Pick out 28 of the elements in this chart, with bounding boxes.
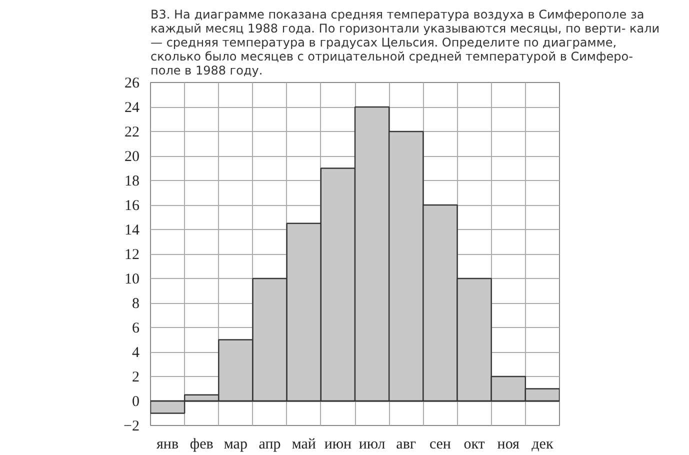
y-tick-label: 16 <box>124 198 140 214</box>
y-tick-label: 26 <box>124 76 140 92</box>
y-tick-label: 12 <box>124 247 140 263</box>
y-tick-label: 4 <box>132 345 140 361</box>
y-tick-label: 18 <box>124 174 140 190</box>
y-tick-label: 22 <box>124 124 140 140</box>
y-tick-label: 14 <box>124 222 140 238</box>
x-tick-label: окт <box>464 436 486 452</box>
x-tick-label: май <box>292 436 316 452</box>
x-tick-label: авг <box>396 436 416 452</box>
y-tick-label: 6 <box>132 320 140 336</box>
x-tick-label: сен <box>429 436 451 452</box>
x-tick-label: июл <box>358 436 386 452</box>
x-tick-label: апр <box>258 436 281 452</box>
y-tick-label: 24 <box>124 100 140 116</box>
x-tick-label: мар <box>224 436 248 452</box>
x-tick-label: янв <box>156 436 179 452</box>
y-tick-label: 0 <box>132 394 140 410</box>
chart-title: В3. На диаграмме показана средняя температура воздуха в Симферополе за каждый месяц 1988 года. По горизонтали указываются месяцы, по верти- кали — средняя температура в градусах Цельсия. Определите по диаграмме, сколько было месяцев с отрицательной средней температурой в Симферо- поле в 1988 году. <box>150 8 660 78</box>
y-tick-label: 8 <box>132 296 140 312</box>
x-tick-label: фев <box>190 436 214 452</box>
y-tick-label: 2 <box>132 370 140 386</box>
y-tick-label: 10 <box>124 272 140 288</box>
x-tick-label: июн <box>324 436 352 452</box>
x-tick-label: дек <box>532 436 554 452</box>
x-tick-label: ноя <box>497 436 520 452</box>
y-tick-label: 20 <box>124 149 140 165</box>
y-tick-label: −2 <box>124 418 140 434</box>
